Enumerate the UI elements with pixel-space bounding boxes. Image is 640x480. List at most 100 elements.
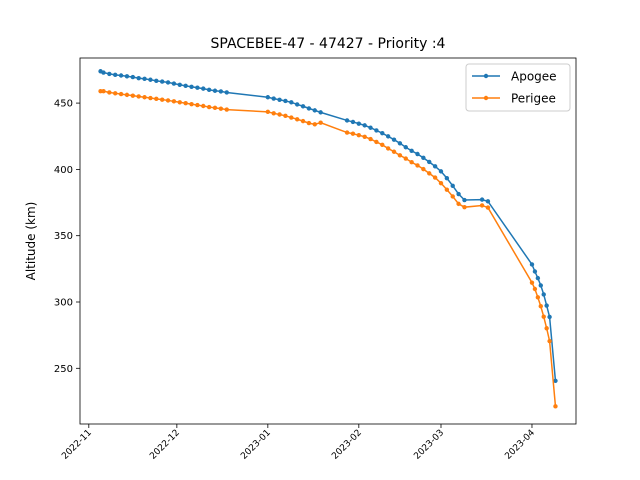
apogee-data-point [403, 145, 408, 150]
perigee-data-point [450, 194, 455, 199]
apogee-data-point [462, 197, 467, 203]
perigee-data-point [344, 130, 350, 135]
apogee-data-point [485, 199, 491, 204]
legend: Apogee Perigee [465, 63, 571, 112]
perigee-data-point [277, 112, 282, 117]
apogee-data-point [541, 292, 546, 297]
apogee-data-point [535, 275, 541, 281]
x-tick-label: 2022-12 [148, 428, 182, 462]
apogee-data-point [283, 98, 288, 104]
apogee-data-point [107, 71, 112, 77]
perigee-data-point [479, 203, 485, 208]
apogee-data-point [165, 80, 171, 85]
perigee-data-point [206, 104, 212, 110]
perigee-data-point [362, 134, 367, 139]
legend-items: Apogee Perigee [472, 70, 557, 106]
perigee-legend-marker [483, 95, 489, 101]
perigee-data-point [538, 304, 543, 309]
apogee-data-point [438, 169, 444, 174]
apogee-data-point [300, 104, 306, 109]
perigee-data-point [444, 187, 450, 192]
apogee-data-point [380, 130, 385, 136]
apogee-data-point [432, 164, 438, 169]
x-tick-label: 2023-04 [503, 428, 537, 462]
x-axis: 2022-11 2022-12 2023-01 2023-02 2023-03 2023-… [60, 424, 537, 462]
y-axis: 250 300 350 400 450 [54, 99, 80, 375]
perigee-data-point [397, 153, 403, 158]
apogee-data-point [350, 119, 356, 125]
y-tick-label: 400 [54, 165, 73, 176]
perigee-legend-label: Perigee [511, 92, 556, 106]
perigee-data-point [183, 101, 188, 106]
x-tick-label: 2023-03 [412, 428, 446, 462]
perigee-data-point [544, 326, 549, 331]
apogee-data-point [397, 141, 403, 146]
perigee-data-point [118, 91, 124, 97]
perigee-data-point [224, 107, 229, 112]
apogee-data-point [271, 96, 276, 101]
perigee-data-point [136, 94, 141, 99]
plot-frame [79, 57, 577, 425]
apogee-legend-label: Apogee [511, 70, 557, 84]
perigee-data-point [532, 286, 538, 292]
perigee-data-point [195, 102, 200, 108]
apogee-series-line [100, 70, 557, 381]
apogee-data-point [195, 85, 200, 90]
apogee-data-point [409, 148, 414, 154]
y-tick-label: 350 [54, 231, 73, 242]
apogee-data-point [124, 74, 130, 79]
perigee-data-point [350, 131, 356, 136]
perigee-data-point [380, 142, 385, 148]
perigee-data-point [385, 146, 391, 151]
perigee-data-point [189, 101, 194, 107]
perigee-data-point [271, 111, 276, 116]
apogee-data-point [201, 86, 206, 91]
perigee-data-point [462, 204, 467, 210]
perigee-data-point [529, 280, 535, 285]
apogee-data-point [421, 155, 426, 161]
perigee-data-point [107, 90, 112, 95]
perigee-data-point [547, 338, 552, 344]
apogee-data-point [265, 95, 271, 100]
plot-area [79, 57, 577, 425]
apogee-data-point [212, 88, 218, 93]
apogee-data-point [289, 100, 294, 105]
apogee-data-point [368, 125, 373, 130]
perigee-data-point [432, 175, 438, 180]
perigee-data-point [142, 95, 147, 100]
apogee-data-point [171, 81, 177, 86]
apogee-data-point [183, 83, 188, 89]
apogee-data-point [159, 79, 165, 84]
perigee-data-point [409, 160, 414, 165]
perigee-data-point [438, 180, 444, 186]
apogee-data-point [374, 128, 379, 133]
apogee-data-point [547, 314, 552, 320]
apogee-data-point [154, 78, 159, 84]
apogee-data-point [456, 191, 461, 197]
apogee-data-point [277, 97, 282, 102]
perigee-data-point [124, 92, 130, 98]
apogee-data-point [206, 87, 212, 93]
perigee-data-point [177, 100, 182, 105]
y-tick-label: 450 [54, 99, 73, 110]
perigee-data-point [113, 91, 118, 96]
perigee-data-point [415, 163, 420, 168]
perigee-data-point [148, 95, 153, 101]
apogee-data-point [538, 283, 543, 288]
apogee-data-point [427, 159, 432, 165]
apogee-data-point [142, 76, 147, 82]
series-layer [98, 69, 558, 409]
chart-title: SPACEBEE-47 - 47427 - Priority :4 [211, 36, 446, 52]
x-tick-label: 2023-02 [330, 428, 364, 462]
perigee-data-point [553, 404, 558, 409]
apogee-data-point [532, 269, 538, 274]
apogee-data-point [189, 84, 194, 89]
perigee-data-point [212, 105, 218, 111]
perigee-data-point [306, 120, 312, 126]
perigee-data-point [171, 99, 177, 104]
perigee-data-point [403, 156, 408, 161]
apogee-data-point [544, 303, 549, 308]
perigee-data-point [101, 88, 106, 94]
perigee-series-line [100, 90, 557, 407]
